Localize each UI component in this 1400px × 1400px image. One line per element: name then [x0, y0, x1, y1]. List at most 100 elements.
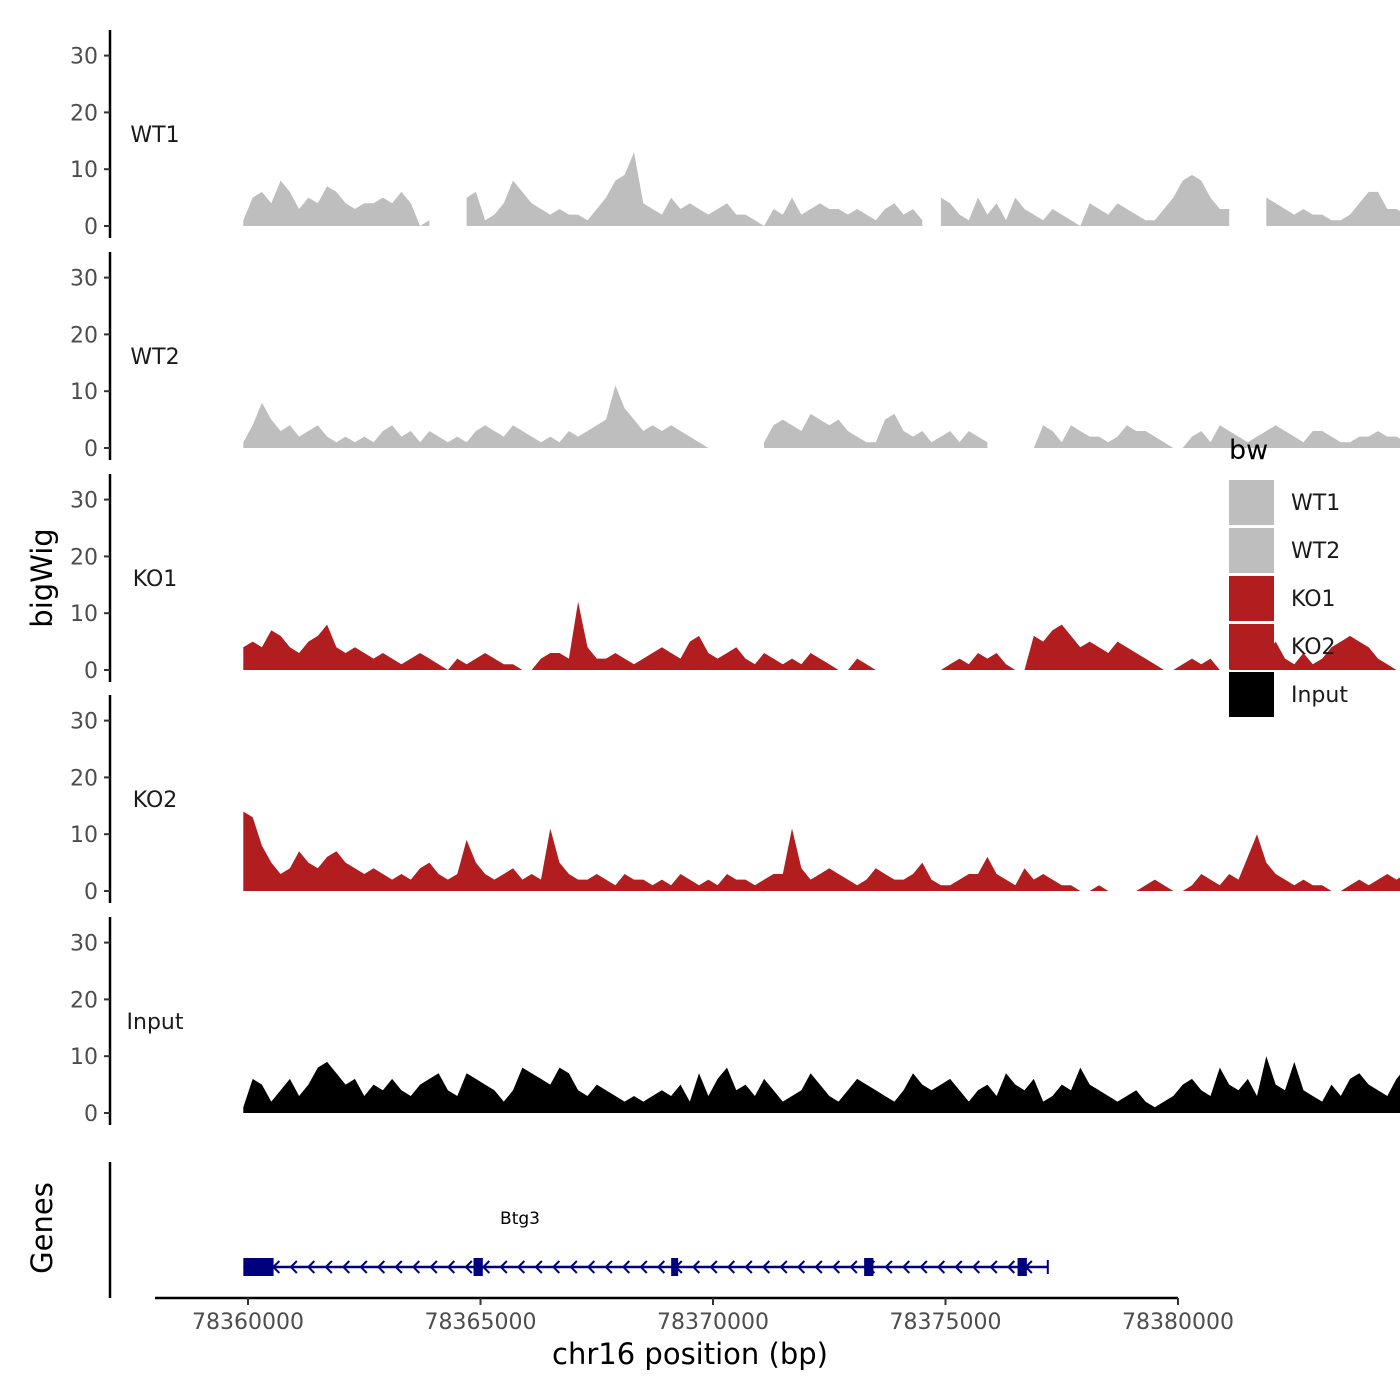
strand-arrow [481, 1260, 491, 1274]
exon [864, 1258, 874, 1276]
strand-arrow [936, 1260, 946, 1274]
x-axis: 78360000 78365000 78370000 78375000 78380000 [155, 1296, 1234, 1335]
legend-key-input [1229, 672, 1274, 717]
x-tick-label: 78380000 [1122, 1310, 1234, 1335]
strand-arrow [639, 1260, 648, 1274]
exon [243, 1258, 274, 1276]
gene-track: Btg3 [108, 1162, 1049, 1298]
y-tick-label: 0 [84, 880, 98, 905]
strand-arrow [656, 1260, 666, 1274]
strand-arrow [394, 1260, 403, 1274]
track-label: WT1 [130, 123, 179, 148]
strand-arrow [814, 1260, 823, 1274]
legend-label: Input [1291, 683, 1348, 708]
strand-arrow [446, 1260, 456, 1274]
strand-arrow [376, 1260, 386, 1274]
strand-arrow [726, 1260, 736, 1274]
y-axis-title: bigWig [25, 528, 59, 627]
track-label: WT2 [130, 345, 179, 370]
area-wt2 [243, 385, 1400, 448]
legend-label: KO2 [1291, 635, 1336, 660]
strand-arrow [989, 1260, 998, 1274]
strand-arrow [971, 1260, 981, 1274]
y-tick-label: 30 [70, 932, 98, 957]
strand-arrow [411, 1260, 421, 1274]
y-tick-label: 0 [84, 659, 98, 684]
x-tick-label: 78370000 [657, 1310, 769, 1335]
strand-arrow [516, 1260, 526, 1274]
area-ko2 [243, 811, 1400, 891]
y-tick-label: 10 [70, 1045, 98, 1070]
tracks-group: 0 10 20 30 WT1 0 10 20 30 WT2 0 10 20 30 KO1 0 10 20 30 KO2… [70, 30, 1400, 1127]
y-tick-label: 0 [84, 215, 98, 240]
legend-key-ko2 [1229, 624, 1274, 669]
strand-arrow [324, 1260, 333, 1274]
strand-arrow [464, 1260, 473, 1274]
legend-label: KO1 [1291, 587, 1336, 612]
track-label: KO2 [133, 788, 178, 813]
legend: bw WT1 WT2 KO1 KO2 Input [1229, 435, 1348, 717]
strand-arrow [744, 1260, 753, 1274]
area-input [243, 1056, 1400, 1113]
y-tick-label: 0 [84, 437, 98, 462]
track-label: KO1 [133, 567, 178, 592]
gene-btg3: Btg3 [243, 1209, 1049, 1276]
area-wt1 [243, 152, 1400, 226]
strand-arrow [359, 1260, 368, 1274]
strand-arrow [901, 1260, 911, 1274]
x-tick-label: 78360000 [192, 1310, 304, 1335]
strand-arrow [761, 1260, 771, 1274]
y-tick-label: 10 [70, 380, 98, 405]
strand-arrow [831, 1260, 841, 1274]
y-tick-label: 30 [70, 45, 98, 70]
y-tick-label: 30 [70, 489, 98, 514]
strand-arrow [534, 1260, 543, 1274]
y-tick-label: 0 [84, 1102, 98, 1127]
track-label: Input [127, 1010, 184, 1035]
y-tick-label: 20 [70, 766, 98, 791]
legend-label: WT1 [1291, 491, 1340, 516]
track-ko2: 0 10 20 30 KO2 [70, 695, 1400, 905]
y-tick-label: 20 [70, 101, 98, 126]
track-wt1: 0 10 20 30 WT1 [70, 30, 1400, 240]
strand-arrow [621, 1260, 631, 1274]
y-tick-label: 10 [70, 158, 98, 183]
gene-label: Btg3 [500, 1209, 540, 1229]
legend-key-ko1 [1229, 576, 1274, 621]
y-tick-label: 10 [70, 823, 98, 848]
x-tick-label: 78365000 [425, 1310, 537, 1335]
track-wt2: 0 10 20 30 WT2 [70, 252, 1400, 462]
exon [473, 1258, 483, 1276]
strand-arrow [551, 1260, 561, 1274]
y-tick-label: 20 [70, 545, 98, 570]
y-tick-label: 20 [70, 323, 98, 348]
exon [1017, 1258, 1027, 1276]
y-tick-label: 30 [70, 267, 98, 292]
y-tick-label: 30 [70, 710, 98, 735]
legend-key-wt1 [1229, 480, 1274, 525]
area-ko1 [243, 601, 1400, 670]
strand-arrow [341, 1260, 351, 1274]
y-tick-label: 20 [70, 988, 98, 1013]
strand-arrow [849, 1260, 858, 1274]
strand-arrow [604, 1260, 613, 1274]
legend-label: WT2 [1291, 539, 1340, 564]
y-tick-label: 10 [70, 602, 98, 627]
x-axis-title: chr16 position (bp) [552, 1337, 828, 1371]
strand-arrow [709, 1260, 718, 1274]
x-tick-label: 78375000 [890, 1310, 1002, 1335]
strand-arrow [289, 1260, 298, 1274]
strand-arrow [306, 1260, 316, 1274]
exon [671, 1258, 679, 1276]
strand-arrow [779, 1260, 788, 1274]
genes-axis-title: Genes [25, 1182, 59, 1274]
strand-arrow [691, 1260, 701, 1274]
strand-arrow [569, 1260, 578, 1274]
strand-arrow [429, 1260, 438, 1274]
strand-arrow [919, 1260, 928, 1274]
track-input: 0 10 20 30 Input [70, 917, 1400, 1127]
legend-title: bw [1229, 435, 1268, 466]
strand-arrow [586, 1260, 596, 1274]
strand-arrow [1006, 1260, 1016, 1274]
